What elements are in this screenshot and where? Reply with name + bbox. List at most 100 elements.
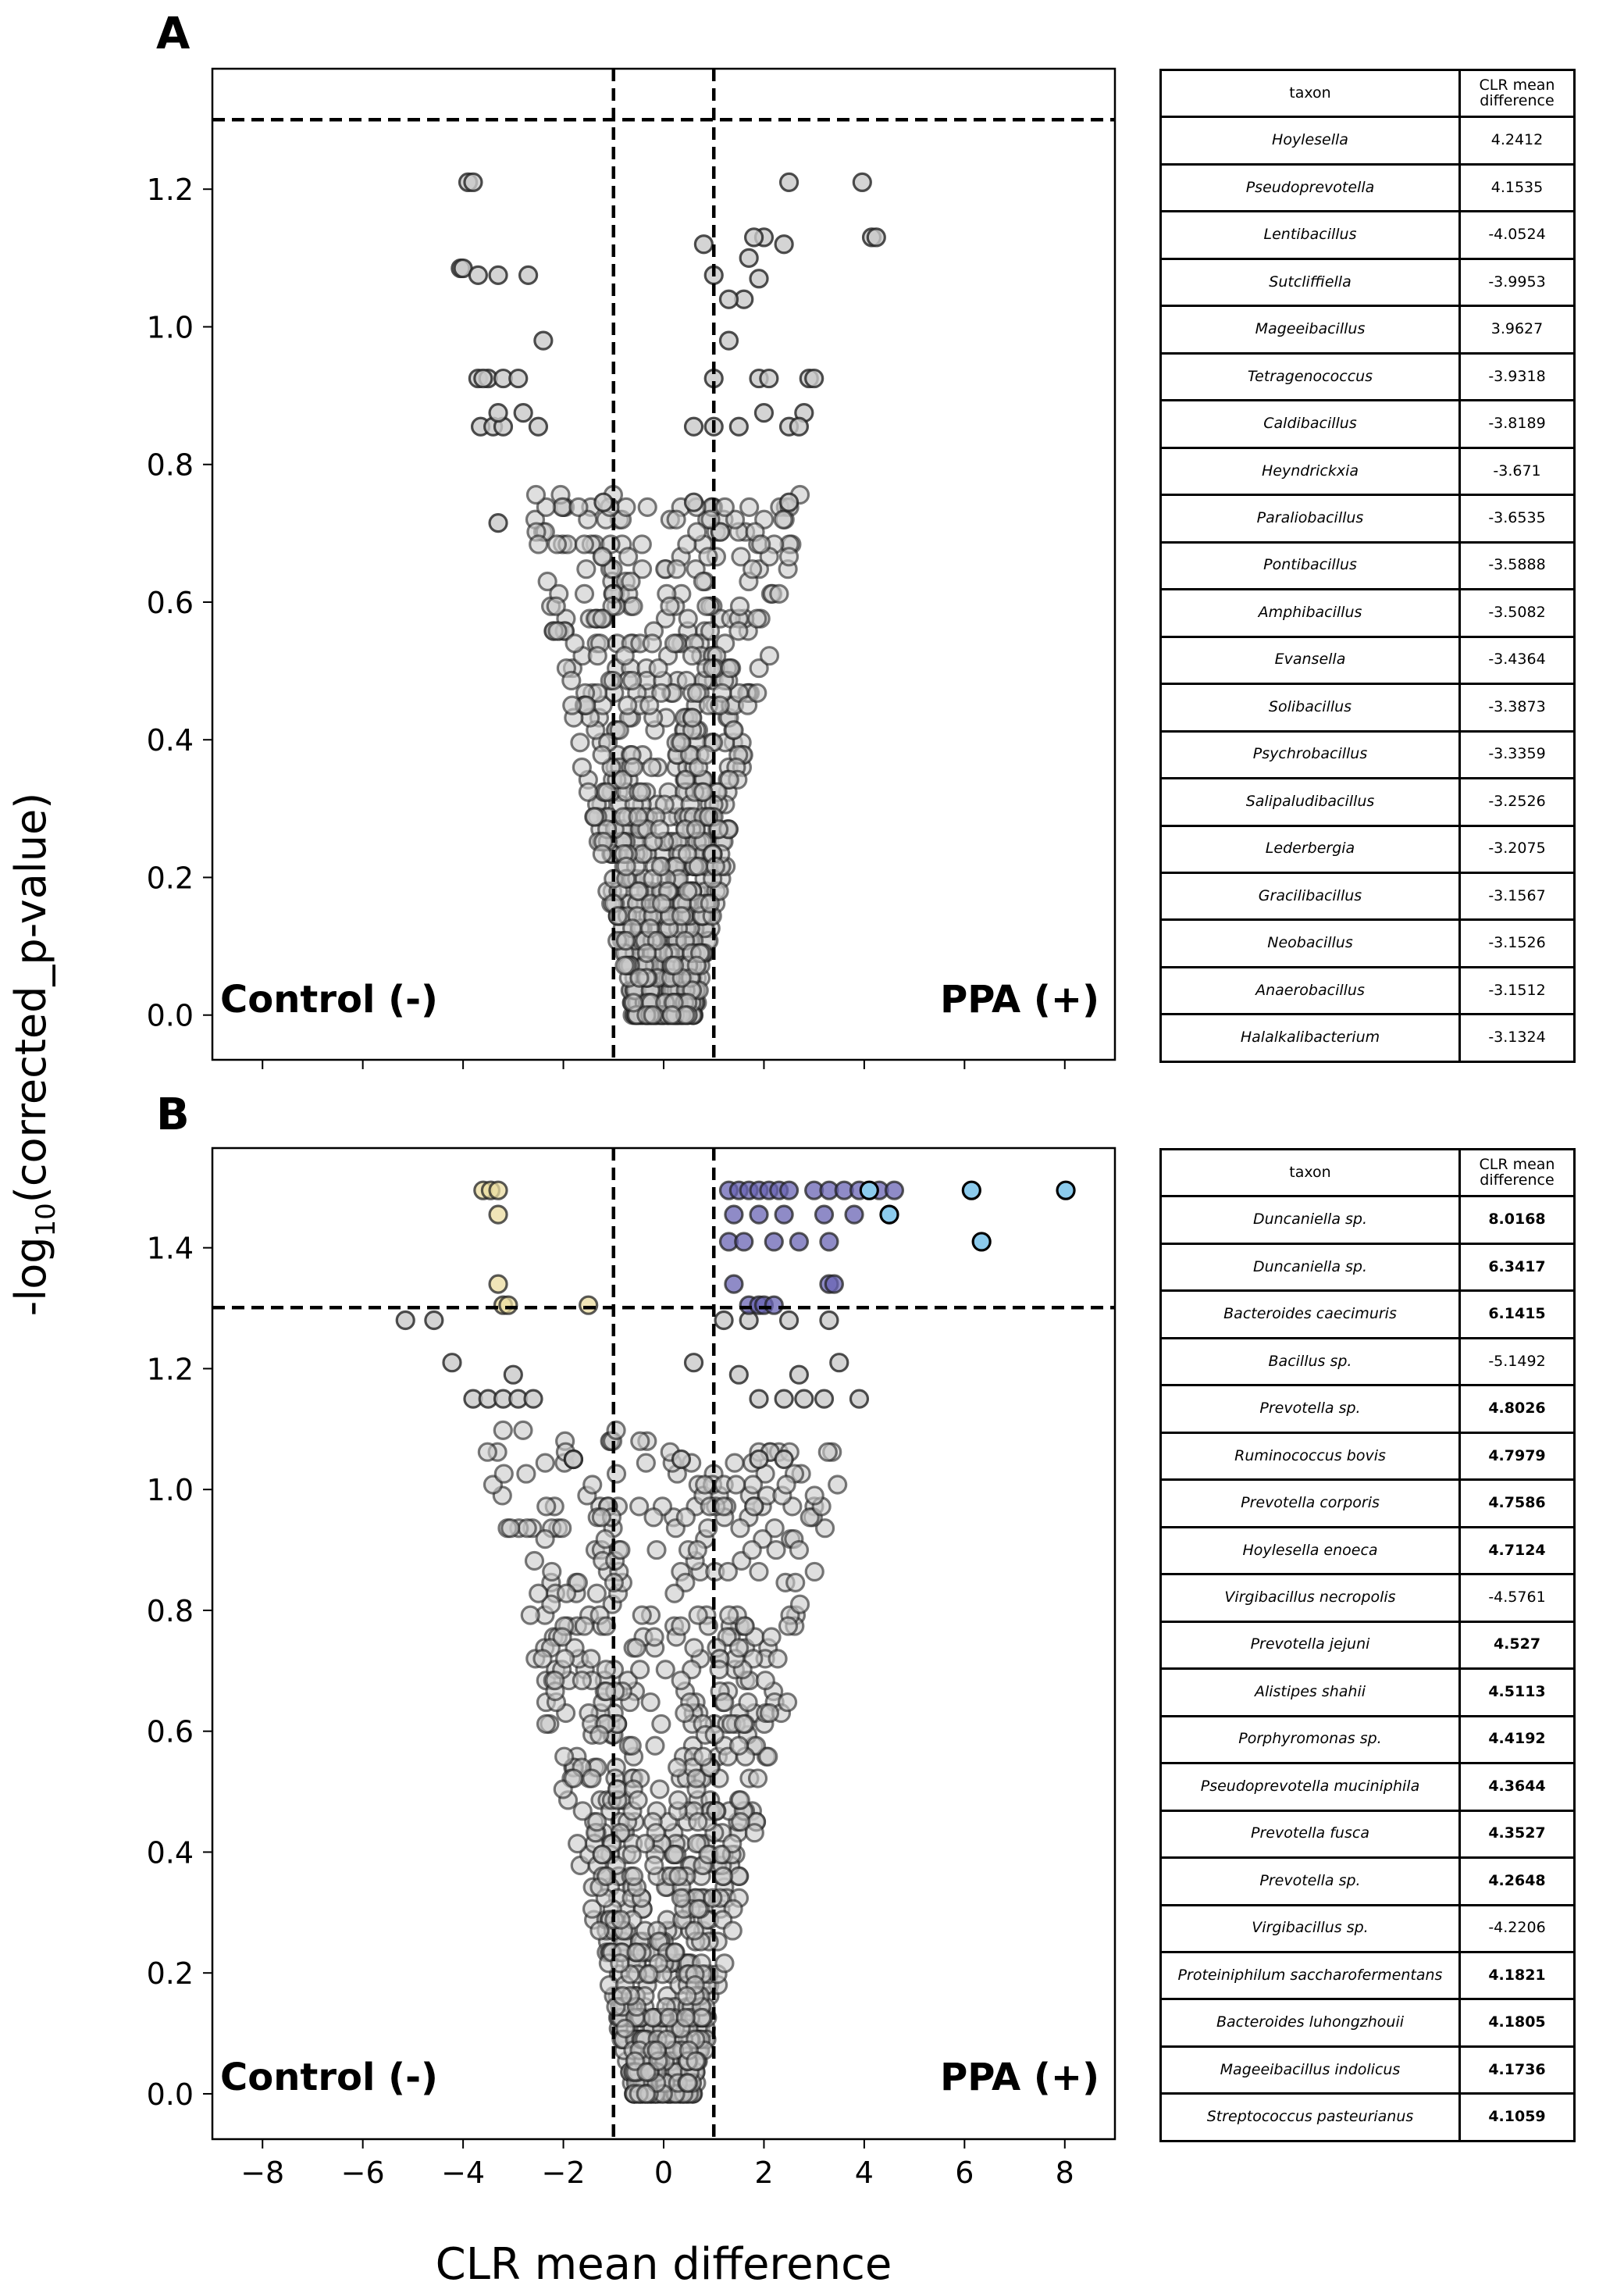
panel-b-taxon-point [693, 1746, 714, 1767]
panel-b-taxon-point [692, 2007, 712, 2028]
table-row: Mageeibacillus 3.9627 [1159, 305, 1576, 355]
panel-b-taxon-point [744, 1496, 764, 1517]
table-row: Hoylesella enoeca 4.7124 [1159, 1525, 1576, 1576]
panel-a-taxon-point [728, 621, 749, 641]
panel-a-taxon-point [637, 497, 657, 517]
panel-a-taxon-point [747, 608, 767, 629]
panel-a-ytick-label: 0.0 [147, 999, 194, 1033]
table-row: Heyndrickxia -3.671 [1159, 446, 1576, 497]
panel-b-taxon-point [629, 1496, 650, 1517]
table-row: Salipaludibacillus -3.2526 [1159, 777, 1576, 827]
table-row: Bacteroides caecimuris 6.1415 [1159, 1289, 1576, 1339]
panel-b-taxon-point [749, 1561, 769, 1582]
panel-b-taxon-point [664, 1844, 685, 1865]
panel-b-taxon-point [595, 1529, 615, 1549]
panel-b-taxon-point [819, 1310, 839, 1331]
panel-a-taxon-point [677, 843, 698, 865]
panel-b-ytick-label: 0.0 [147, 2077, 194, 2112]
panel-b-xtick-label: 0 [654, 2156, 673, 2190]
panel-a-taxon-point [682, 708, 703, 728]
panel-b-taxon-point [632, 1605, 652, 1625]
table-row: Halalkalibacterium -3.1324 [1159, 1013, 1576, 1063]
panel-b-taxon-point [643, 1507, 664, 1528]
panel-a-taxon-point [631, 782, 652, 802]
panel-b-taxon-point [671, 1449, 692, 1470]
panel-a-taxon-point [568, 497, 589, 517]
panel-b-control-enriched-point [488, 1204, 508, 1225]
panel-b-taxon-point [630, 1431, 650, 1451]
clr-value-cell: -3.671 [1458, 446, 1576, 497]
table-row: Caldibacillus -3.8189 [1159, 399, 1576, 449]
panel-a-taxon-point [769, 583, 789, 604]
panel-b-taxon-point [532, 1649, 553, 1669]
panel-a-taxon-point [622, 670, 643, 691]
panel-b-taxon-point [675, 2007, 696, 2028]
table-row: Duncaniella sp. 6.3417 [1159, 1242, 1576, 1293]
panel-b-taxon-point [655, 1660, 675, 1680]
panel-b-taxon-point [849, 1389, 870, 1409]
panel-a-taxon-point [562, 695, 582, 715]
panel-b-taxon-point [664, 1942, 685, 1963]
table-row: Prevotella sp. 4.8026 [1159, 1384, 1576, 1434]
table-row: Amphibacillus -3.5082 [1159, 588, 1576, 638]
panel-a-taxon-point [468, 265, 488, 285]
clr-value-cell: -4.2206 [1458, 1903, 1576, 1953]
clr-value-cell: -4.0524 [1458, 210, 1576, 260]
panel-a-taxon-point [576, 559, 597, 579]
panel-a-taxon-point [749, 658, 769, 679]
taxon-cell: Prevotella corporis [1159, 1478, 1461, 1528]
panel-a-taxon-point [710, 695, 730, 715]
panel-b-taxon-point [778, 1616, 799, 1636]
panel-b-taxon-point [556, 1583, 577, 1603]
panel-b-taxon-point [804, 1561, 824, 1582]
panel-b-label: B [156, 1089, 190, 1140]
clr-value-cell: 6.3417 [1458, 1242, 1576, 1293]
panel-a-taxon-point [508, 368, 529, 389]
panel-b-top-taxa-table: taxon CLR mean difference Duncaniella sp. 8… [1159, 1147, 1576, 2142]
taxon-cell: Bacteroides caecimuris [1159, 1289, 1461, 1339]
panel-b-taxon-point [749, 1449, 769, 1470]
panel-a-taxon-point [720, 658, 740, 679]
panel-b-taxon-point [541, 1594, 561, 1614]
panel-a-taxon-point [719, 769, 739, 790]
panel-b-taxon-point [828, 1475, 848, 1495]
panel-b-taxon-point [730, 1790, 750, 1810]
clr-value-cell: 4.7979 [1458, 1431, 1576, 1482]
panel-b-taxon-point [776, 1475, 796, 1495]
taxon-cell: Prevotella fusca [1159, 1809, 1461, 1860]
taxon-cell: Tetragenococcus [1159, 351, 1461, 402]
panel-b-taxon-point [774, 1389, 794, 1409]
clr-value-cell: -3.3359 [1458, 729, 1576, 780]
panel-b-taxon-point [726, 1475, 746, 1495]
panel-a-taxon-point [710, 522, 731, 542]
clr-value-cell: -3.1512 [1458, 965, 1576, 1016]
panel-a-taxon-point [650, 819, 670, 840]
panel-b-taxon-point [624, 1866, 644, 1887]
panel-b-control-enriched-point [498, 1295, 518, 1315]
panel-b-taxon-point [639, 1964, 659, 1985]
panel-a-taxon-point [643, 1005, 663, 1025]
panel-b-ppa-enriched-point [774, 1204, 794, 1225]
clr-column-header: CLR mean difference [1458, 1147, 1576, 1198]
panel-b-ppa-enriched-point [824, 1274, 844, 1294]
panel-a-taxon-point [743, 559, 763, 579]
taxon-cell: Streptococcus pasteurianus [1159, 2092, 1461, 2142]
clr-value-cell: 4.3644 [1458, 1762, 1576, 1812]
panel-a-taxon-point [759, 646, 780, 666]
taxon-cell: Evansella [1159, 635, 1461, 686]
panel-a-taxon-point [639, 695, 660, 715]
panel-a-taxon-point [650, 856, 671, 876]
panel-b-taxon-point [706, 1801, 726, 1821]
panel-b-taxon-point [581, 1649, 601, 1669]
clr-value-cell: 4.1805 [1458, 1998, 1576, 2048]
taxon-cell: Lederbergia [1159, 824, 1461, 874]
panel-b-taxon-point [789, 1539, 810, 1560]
panel-b-taxon-point [730, 1812, 751, 1832]
clr-value-cell: -3.9318 [1458, 351, 1576, 402]
table-row: Proteiniphilum saccharofermentans 4.1821 [1159, 1950, 1576, 2001]
panel-a-taxon-point [648, 658, 668, 679]
clr-value-cell: -3.1567 [1458, 871, 1576, 922]
panel-a-taxon-point [683, 416, 704, 437]
clr-value-cell: 4.527 [1458, 1620, 1576, 1671]
